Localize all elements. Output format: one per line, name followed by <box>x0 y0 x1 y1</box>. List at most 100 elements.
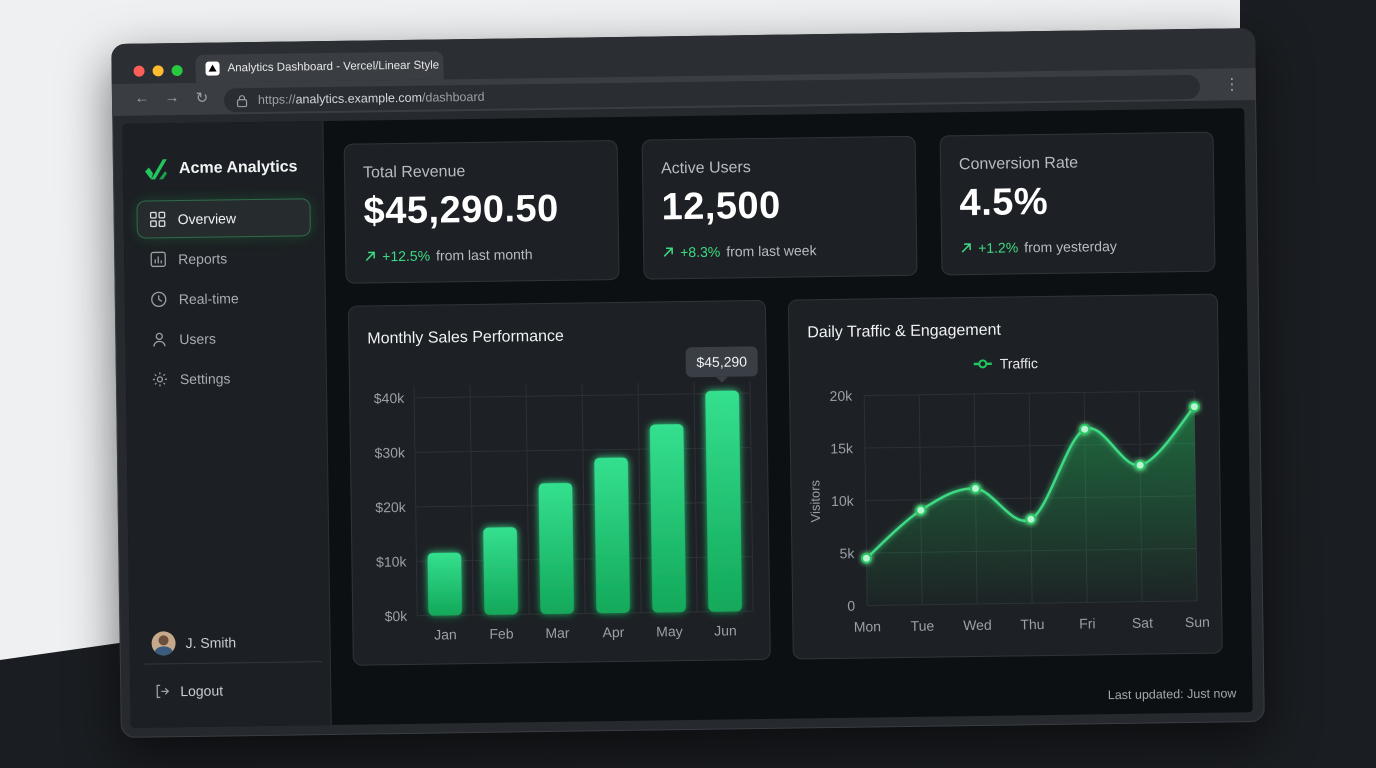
y-axis-label: Visitors <box>807 479 823 522</box>
url-scheme: https:// <box>257 92 296 107</box>
gear-icon <box>152 372 167 387</box>
data-point <box>860 552 872 564</box>
y-tick-label: $10k <box>376 553 408 569</box>
avatar <box>151 631 176 656</box>
grid-line <box>864 442 1195 449</box>
y-tick-label: $20k <box>375 499 407 515</box>
grid-line <box>417 610 754 617</box>
grid-line <box>415 501 752 508</box>
reload-icon[interactable]: ↻ <box>195 89 209 107</box>
grid-line <box>414 392 751 399</box>
bar <box>538 482 574 615</box>
tooltip-pointer <box>715 376 728 383</box>
trend-up-icon <box>663 247 673 257</box>
clock-icon <box>151 291 167 308</box>
minimize-window-button[interactable] <box>152 65 164 77</box>
stat-period: from last month <box>435 246 533 264</box>
data-point <box>1025 513 1037 525</box>
bar-chart-icon <box>150 251 166 268</box>
trend-up-icon <box>961 243 971 253</box>
sidebar-item-label: Real-time <box>178 290 239 308</box>
grid-line <box>864 390 1195 397</box>
sidebar-item-label: Reports <box>178 250 228 268</box>
browser-window: Analytics Dashboard - Vercel/Linear Styl… <box>111 28 1265 738</box>
legend-marker <box>978 359 988 369</box>
forward-arrow-icon[interactable]: → <box>164 89 180 107</box>
x-tick-label: Apr <box>602 624 624 640</box>
y-tick-label: $0k <box>385 608 409 624</box>
x-tick-label: Wed <box>963 617 992 633</box>
url-host: analytics.example.com <box>295 90 423 107</box>
bar <box>594 457 630 614</box>
user-name: J. Smith <box>185 634 237 652</box>
lock-icon <box>236 94 248 107</box>
x-tick-label: Fri <box>1079 615 1096 631</box>
y-tick-label: 10k <box>831 493 855 509</box>
monthly-sales-panel: Monthly Sales Performance $0k $10k $20k $30… <box>348 300 770 665</box>
grid-line <box>525 384 530 615</box>
address-bar[interactable]: https://analytics.example.com/dashboard <box>223 74 1201 113</box>
sidebar-nav: Overview Reports Real-time Users Setting… <box>137 199 312 401</box>
dashboard-app: Acme Analytics Overview Reports Real-tim… <box>122 108 1253 728</box>
sidebar-item-reports[interactable]: Reports <box>138 239 310 277</box>
stat-value: $45,290.50 <box>363 187 560 233</box>
x-tick-label: Sun <box>1185 614 1210 630</box>
brand[interactable]: Acme Analytics <box>143 155 298 181</box>
y-tick-label: $30k <box>374 444 406 460</box>
tooltip-value: $45,290 <box>696 353 747 370</box>
bar <box>483 527 518 615</box>
x-tick-label: Sat <box>1132 615 1153 631</box>
traffic-chart: Traffic 0 5k 10k 15k 20k Visitors Mon Tue Wed Thu F… <box>807 355 1210 635</box>
daily-traffic-panel: Daily Traffic & Engagement Traffic 0 5k 10k… <box>788 294 1222 659</box>
bar <box>705 390 742 612</box>
y-tick-label: 5k <box>839 545 855 561</box>
url-path: /dashboard <box>421 89 485 105</box>
stat-change: +12.5% <box>382 247 431 265</box>
stat-label: Active Users <box>660 159 751 178</box>
x-tick-label: Tue <box>910 618 934 634</box>
close-window-button[interactable] <box>133 65 145 77</box>
logo-icon <box>144 159 168 180</box>
brand-name: Acme Analytics <box>178 158 298 178</box>
x-tick-label: Jun <box>714 622 737 638</box>
vercel-triangle-icon <box>205 61 220 76</box>
traffic-area <box>866 406 1198 606</box>
sidebar-item-settings[interactable]: Settings <box>140 359 312 397</box>
browser-menu-icon[interactable]: ⋮ <box>1223 76 1241 94</box>
bar-chart: $0k $10k $20k $30k $40k Jan Feb Mar Apr May Jun $45… <box>374 346 758 643</box>
sidebar-item-users[interactable]: Users <box>139 319 311 357</box>
sidebar-item-overview[interactable]: Overview <box>137 199 310 238</box>
data-point <box>1079 423 1091 435</box>
x-tick-label: Feb <box>489 625 514 641</box>
grid-line <box>637 382 642 613</box>
user-profile[interactable]: J. Smith <box>151 630 237 656</box>
y-tick-label: 20k <box>830 388 854 404</box>
stat-trend: +8.3% from last week <box>662 242 817 260</box>
y-tick-label: $40k <box>374 390 406 406</box>
bar <box>649 424 686 613</box>
x-tick-label: May <box>656 623 683 639</box>
sidebar-item-real-time[interactable]: Real-time <box>139 279 311 317</box>
data-point <box>915 504 927 516</box>
x-tick-label: Mon <box>854 618 881 634</box>
grid-line <box>414 447 751 453</box>
browser-tab[interactable]: Analytics Dashboard - Vercel/Linear Styl… <box>195 51 444 83</box>
data-point <box>970 482 982 494</box>
user-icon <box>153 332 166 347</box>
grid-line <box>416 556 753 562</box>
maximize-window-button[interactable] <box>171 65 183 77</box>
stat-value: 12,500 <box>661 184 782 229</box>
back-arrow-icon[interactable]: ← <box>134 89 150 107</box>
stat-trend: +12.5% from last month <box>364 246 533 264</box>
sidebar-divider <box>143 661 322 665</box>
logout-icon <box>156 684 170 699</box>
stat-period: from last week <box>726 242 817 260</box>
logout-button[interactable]: Logout <box>154 683 223 700</box>
grid-icon <box>149 211 166 228</box>
stat-label: Total Revenue <box>362 163 466 182</box>
grid-line <box>693 381 698 612</box>
stat-change: +1.2% <box>978 239 1019 256</box>
sidebar: Acme Analytics Overview Reports Real-tim… <box>122 121 332 728</box>
stat-change: +8.3% <box>680 243 721 261</box>
stat-label: Conversion Rate <box>958 154 1079 174</box>
